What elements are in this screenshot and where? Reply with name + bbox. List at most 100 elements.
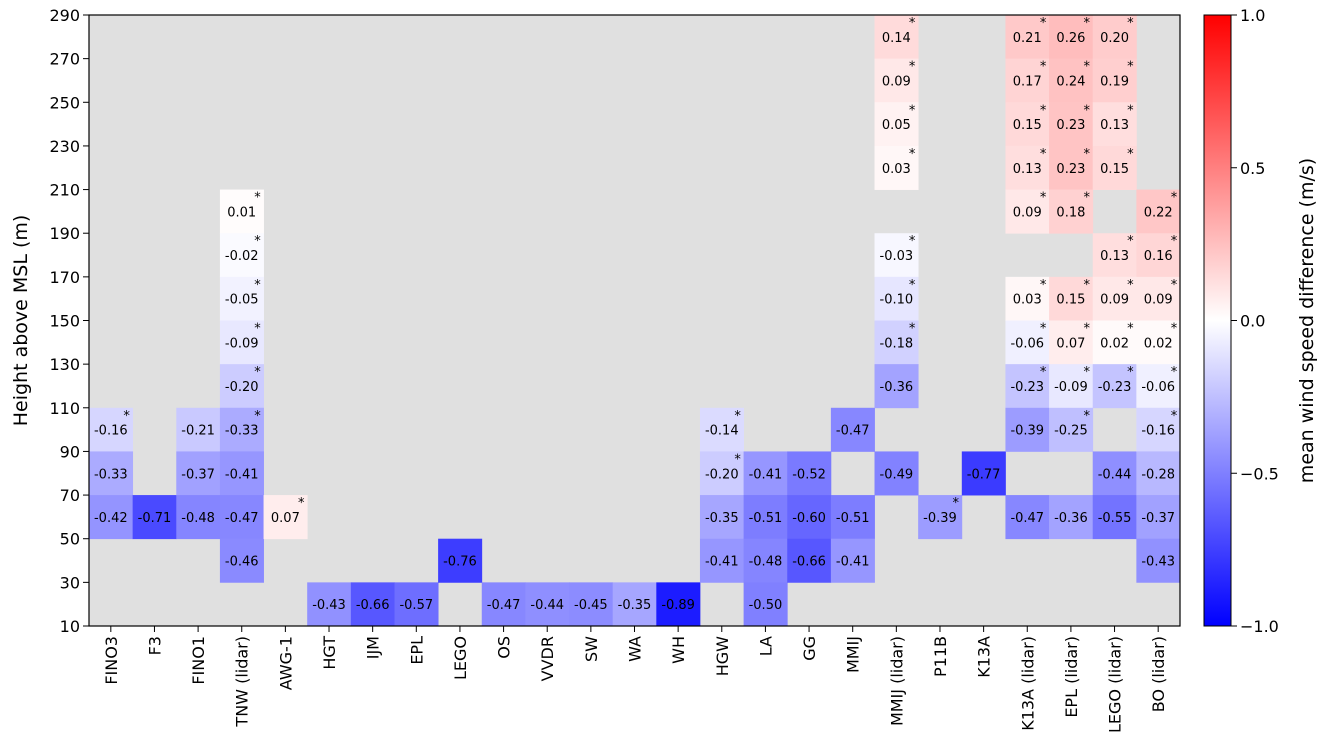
y-tick-label: 30 (60, 573, 80, 592)
cell-value-label: -0.21 (181, 424, 215, 439)
significance-marker: * (1127, 16, 1134, 31)
cell-value-label: -0.18 (880, 336, 914, 351)
heatmap-cell (787, 538, 832, 583)
cell-value-label: -0.23 (1098, 380, 1132, 395)
cell-value-label: -0.25 (1054, 424, 1088, 439)
x-tick-label: HGT (320, 636, 339, 670)
heatmap-cell (438, 538, 483, 583)
y-tick-label: 10 (60, 617, 80, 636)
heatmap-cell (569, 582, 614, 627)
cell-value-label: 0.19 (1100, 74, 1129, 89)
significance-marker: * (1083, 103, 1090, 118)
cell-value-label: -0.23 (1010, 380, 1044, 395)
significance-marker: * (1127, 365, 1134, 380)
significance-marker: * (1040, 322, 1047, 337)
significance-marker: * (1083, 365, 1090, 380)
significance-marker: * (298, 496, 305, 511)
significance-marker: * (909, 147, 916, 162)
significance-marker: * (1040, 103, 1047, 118)
cell-value-label: 0.07 (1056, 336, 1085, 351)
cell-value-label: 0.21 (1013, 31, 1042, 46)
significance-marker: * (1083, 322, 1090, 337)
heatmap-cell (1005, 145, 1050, 190)
heatmap-cell (307, 582, 352, 627)
y-tick-label: 170 (49, 268, 80, 287)
cell-value-label: -0.02 (225, 249, 259, 264)
heatmap-cell (699, 495, 744, 540)
heatmap-cell (1005, 495, 1050, 540)
x-tick-label: WH (669, 636, 688, 664)
cell-value-label: -0.36 (1054, 511, 1088, 526)
cell-value-label: -0.77 (967, 467, 1001, 482)
heatmap-cell (525, 582, 570, 627)
heatmap-cell (219, 320, 264, 365)
colorbar-label: mean wind speed difference (m/s) (1296, 158, 1318, 483)
heatmap-cell (699, 538, 744, 583)
colorbar-tick-label: 1.0 (1240, 6, 1265, 25)
cell-value-label: -0.09 (1054, 380, 1088, 395)
significance-marker: * (1040, 365, 1047, 380)
cell-value-label: -0.43 (1141, 555, 1175, 570)
cell-value-label: -0.16 (1141, 424, 1175, 439)
y-tick-label: 90 (60, 442, 80, 461)
cell-value-label: -0.36 (880, 380, 914, 395)
x-tick-label: TNW (lidar) (233, 636, 252, 728)
cell-value-label: -0.47 (1010, 511, 1044, 526)
cell-value-label: 0.24 (1056, 74, 1085, 89)
heatmap-cell (1049, 276, 1094, 321)
significance-marker: * (1040, 60, 1047, 75)
heatmap-cell (699, 407, 744, 452)
cell-value-label: 0.20 (1100, 31, 1129, 46)
cell-value-label: -0.37 (1141, 511, 1175, 526)
cell-value-label: -0.55 (1098, 511, 1132, 526)
significance-marker: * (1083, 60, 1090, 75)
heatmap-cell (1049, 102, 1094, 147)
cell-value-label: 0.17 (1013, 74, 1042, 89)
cell-value-label: 0.02 (1144, 336, 1173, 351)
heatmap-cell (874, 276, 919, 321)
heatmap-cell (132, 495, 177, 540)
cell-value-label: -0.05 (225, 293, 259, 308)
cell-value-label: -0.03 (880, 249, 914, 264)
heatmap-cell (1136, 407, 1181, 452)
significance-marker: * (1083, 409, 1090, 424)
y-tick-label: 290 (49, 6, 80, 25)
heatmap-cell (176, 451, 221, 496)
y-tick-label: 230 (49, 137, 80, 156)
heatmap-cell (1136, 276, 1181, 321)
significance-marker: * (1127, 234, 1134, 249)
cell-value-label: 0.09 (1144, 293, 1173, 308)
cell-value-label: -0.37 (181, 467, 215, 482)
cell-value-label: -0.45 (574, 598, 608, 613)
heatmap-cell (743, 451, 788, 496)
cell-value-label: -0.50 (749, 598, 783, 613)
heatmap-cell (1092, 495, 1137, 540)
cell-value-label: 0.03 (1013, 293, 1042, 308)
x-tick-label: F3 (145, 636, 164, 655)
cell-value-label: -0.57 (399, 598, 433, 613)
cell-value-label: 0.05 (882, 118, 911, 133)
cell-value-label: -0.43 (312, 598, 346, 613)
cell-value-label: -0.39 (923, 511, 957, 526)
heatmap-cell (874, 364, 919, 409)
x-tick-label: IJM (364, 636, 383, 659)
cell-value-label: 0.23 (1056, 162, 1085, 177)
significance-marker: * (1127, 322, 1134, 337)
heatmap-cell (350, 582, 395, 627)
heatmap-cell (1092, 102, 1137, 147)
y-tick-label: 150 (49, 312, 80, 331)
colorbar-tick-label: 0.0 (1240, 312, 1265, 331)
heatmap-cell (1049, 15, 1094, 60)
cell-value-label: 0.13 (1100, 249, 1129, 264)
significance-marker: * (734, 452, 741, 467)
cell-value-label: 0.15 (1056, 293, 1085, 308)
significance-marker: * (254, 409, 261, 424)
heatmap-cell (743, 538, 788, 583)
x-tick-label: MMIJ (lidar) (887, 636, 906, 726)
heatmap-cell (1136, 538, 1181, 583)
cell-value-label: -0.47 (836, 424, 870, 439)
colorbar-tick-label: −1.0 (1240, 617, 1279, 636)
heatmap-cell (219, 189, 264, 234)
heatmap-cell (699, 451, 744, 496)
significance-marker: * (1083, 191, 1090, 206)
